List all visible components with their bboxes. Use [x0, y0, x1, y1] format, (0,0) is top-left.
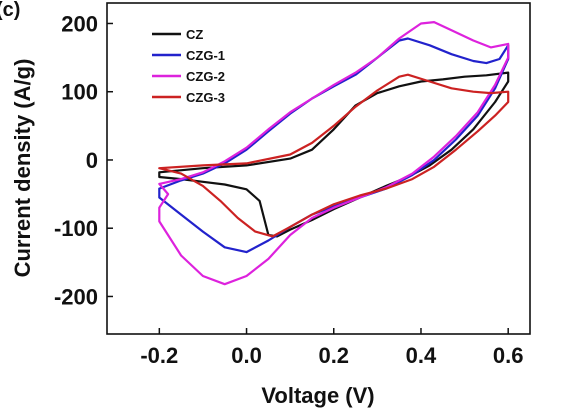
x-tick-label: 0.2 [318, 343, 349, 368]
y-tick-label: 100 [61, 80, 98, 105]
x-tick-label: 0.4 [406, 343, 437, 368]
y-tick-label: -100 [54, 216, 98, 241]
legend-label-czg-3: CZG-3 [186, 90, 225, 105]
series-line-czg-2 [158, 21, 510, 286]
y-axis-title: Current density (A/g) [10, 59, 35, 278]
y-tick-label: 0 [86, 148, 98, 173]
x-tick-label: 0.6 [493, 343, 524, 368]
panel-label: (c) [0, 0, 20, 21]
y-tick-label: -200 [54, 284, 98, 309]
series-line-czg-3 [158, 73, 510, 238]
plot-area [106, 2, 531, 335]
legend: CZ CZG-1 CZG-2 CZG-3 [152, 27, 225, 105]
legend-label-cz: CZ [186, 27, 203, 42]
x-tick-label: -0.2 [140, 343, 178, 368]
x-tick-label: 0.0 [231, 343, 262, 368]
x-axis-title: Voltage (V) [261, 383, 374, 408]
y-axis-ticks: -200 -100 0 100 200 [54, 11, 113, 309]
legend-label-czg-1: CZG-1 [186, 48, 225, 63]
x-axis-ticks: -0.2 0.0 0.2 0.4 0.6 [140, 328, 523, 368]
legend-label-czg-2: CZG-2 [186, 69, 225, 84]
plot-frame [106, 2, 531, 335]
y-tick-label: 200 [61, 11, 98, 36]
